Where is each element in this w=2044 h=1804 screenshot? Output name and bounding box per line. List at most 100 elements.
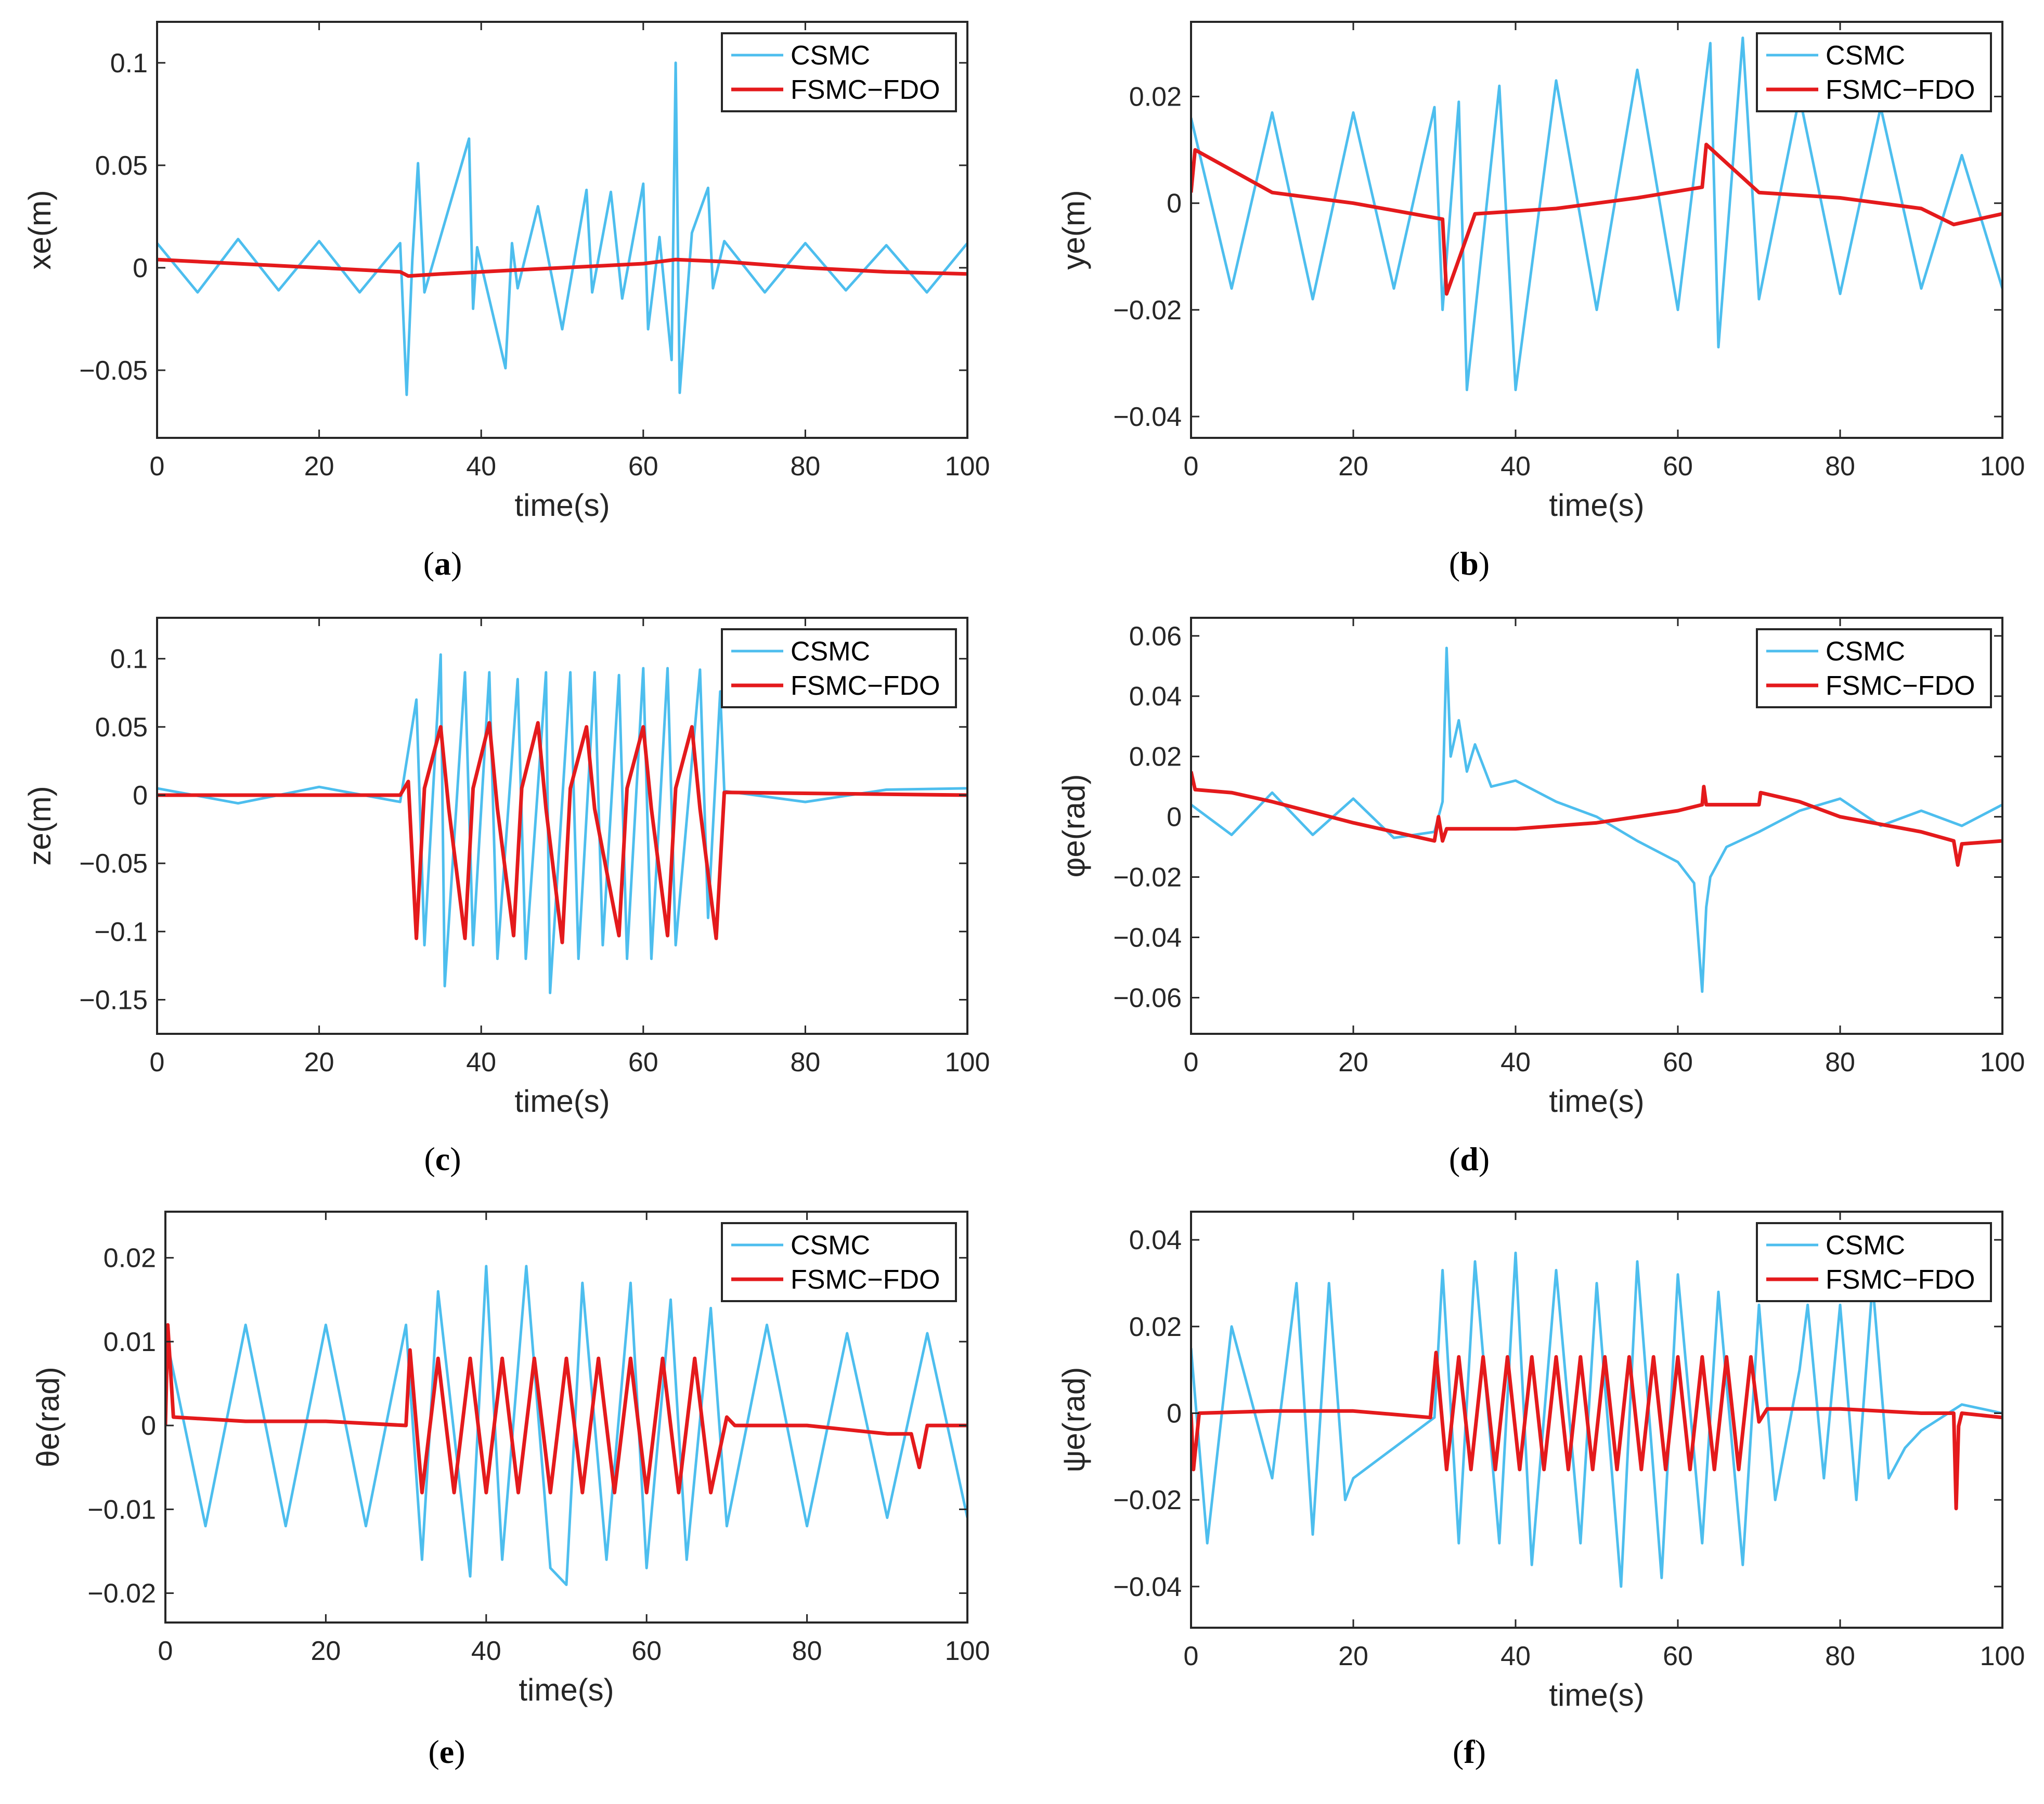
x-tick-label-b-2: 40 <box>1500 451 1531 482</box>
x-tick-label-e-2: 40 <box>471 1636 501 1666</box>
panel-d: 0 20 40 60 80 100 −0.06 −0.04 −0.02 0 0.02 0.04 0.06… <box>1056 617 2025 1177</box>
x-tick-label-e-1: 20 <box>311 1636 341 1666</box>
y-tick-label-c-4: 0.05 <box>95 712 148 743</box>
legend-c: CSMC FSMC−FDO <box>721 628 957 708</box>
x-tick-label-e-5: 100 <box>945 1636 990 1666</box>
x-tick-label-a-2: 40 <box>466 451 496 482</box>
y-tick-label-b-1: −0.02 <box>1113 295 1182 326</box>
x-tick-label-d-1: 20 <box>1338 1047 1368 1078</box>
x-tick-label-f-3: 60 <box>1663 1641 1693 1671</box>
legend-label-fsmc-fdo-a: FSMC−FDO <box>791 75 940 105</box>
x-tick-label-e-4: 80 <box>792 1636 822 1666</box>
x-tick-label-b-0: 0 <box>1184 451 1199 482</box>
legend-label-csmc-e: CSMC <box>791 1230 870 1261</box>
x-tick-label-b-4: 80 <box>1825 451 1855 482</box>
y-tick-label-d-3: 0 <box>1167 802 1182 833</box>
legend-label-fsmc-fdo-d: FSMC−FDO <box>1826 671 1975 701</box>
x-tick-label-a-0: 0 <box>150 451 165 482</box>
panel-caption-e: (e) <box>428 1733 465 1770</box>
panel-caption-f: (f) <box>1453 1733 1486 1770</box>
y-axis-label-b: ye(m) <box>1056 190 1091 269</box>
y-tick-label-f-3: 0.02 <box>1129 1312 1182 1342</box>
caption-open-paren: ( <box>424 1140 435 1177</box>
legend-d: CSMC FSMC−FDO <box>1756 628 1992 708</box>
x-tick-label-d-4: 80 <box>1825 1047 1855 1078</box>
y-axis-label-e: θe(rad) <box>31 1367 66 1467</box>
panel-b: 0 20 40 60 80 100 −0.04 −0.02 0 0.02 time(s) ye(m) C… <box>1056 21 2025 582</box>
y-tick-label-f-1: −0.02 <box>1113 1485 1182 1515</box>
y-tick-label-d-0: −0.06 <box>1113 983 1182 1013</box>
y-tick-label-e-0: −0.02 <box>87 1579 156 1609</box>
panel-caption-c: (c) <box>424 1140 461 1177</box>
x-tick-label-e-0: 0 <box>158 1636 173 1666</box>
panel-caption-d: (d) <box>1449 1140 1490 1177</box>
axes-box-d <box>1190 617 2003 1035</box>
x-tick-label-a-4: 80 <box>790 451 820 482</box>
y-tick-label-d-6: 0.06 <box>1129 621 1182 652</box>
y-tick-label-a-2: 0.05 <box>95 151 148 181</box>
y-tick-label-e-1: −0.01 <box>87 1495 156 1525</box>
y-tick-label-a-1: 0 <box>133 253 148 283</box>
caption-open-paren: ( <box>1449 545 1460 582</box>
y-tick-label-d-5: 0.04 <box>1129 682 1182 712</box>
caption-letter: f <box>1464 1733 1475 1770</box>
x-tick-label-c-0: 0 <box>150 1047 165 1078</box>
panel-c: 0 20 40 60 80 100 −0.15 −0.1 −0.05 0 0.05 0.1 time(s… <box>22 617 990 1177</box>
x-tick-label-a-3: 60 <box>628 451 658 482</box>
x-tick-label-f-1: 20 <box>1338 1641 1368 1671</box>
legend-label-fsmc-fdo-e: FSMC−FDO <box>791 1265 940 1295</box>
y-tick-label-d-2: −0.02 <box>1113 863 1182 893</box>
x-tick-label-a-5: 100 <box>945 451 990 482</box>
y-axis-label-a: xe(m) <box>22 190 57 269</box>
y-tick-label-e-3: 0.01 <box>104 1327 156 1357</box>
y-tick-label-e-4: 0.02 <box>104 1243 156 1274</box>
y-tick-label-b-3: 0.02 <box>1129 82 1182 112</box>
y-tick-label-c-1: −0.1 <box>94 917 148 947</box>
x-axis-label-b: time(s) <box>1549 488 1644 523</box>
caption-open-paren: ( <box>1453 1733 1464 1770</box>
y-tick-label-f-4: 0.04 <box>1129 1225 1182 1255</box>
caption-close-paren: ) <box>450 1140 461 1177</box>
axes-box-a <box>156 21 968 439</box>
x-axis-label-d: time(s) <box>1549 1084 1644 1119</box>
x-axis-label-e: time(s) <box>519 1672 614 1707</box>
y-tick-label-c-3: 0 <box>133 781 148 811</box>
legend-e: CSMC FSMC−FDO <box>721 1222 957 1302</box>
caption-letter: e <box>439 1733 454 1770</box>
legend-label-fsmc-fdo-b: FSMC−FDO <box>1826 75 1975 105</box>
x-tick-label-c-5: 100 <box>945 1047 990 1078</box>
panel-caption-a: (a) <box>423 545 462 582</box>
caption-close-paren: ) <box>454 1733 465 1770</box>
y-tick-label-d-4: 0.02 <box>1129 742 1182 772</box>
x-tick-label-f-5: 100 <box>1980 1641 2025 1671</box>
series-line-csmc-d <box>1191 646 2002 993</box>
legend-box-f <box>1756 1222 1992 1302</box>
series-line-csmc-f <box>1191 1251 2002 1588</box>
series-line-fsmc-fdo-a <box>157 257 967 278</box>
series-line-fsmc-fdo-d <box>1191 771 2002 867</box>
y-tick-label-c-0: −0.15 <box>79 985 148 1015</box>
caption-close-paren: ) <box>451 545 462 582</box>
legend-box-e <box>721 1222 957 1302</box>
x-tick-label-f-2: 40 <box>1500 1641 1531 1671</box>
legend-f: CSMC FSMC−FDO <box>1756 1222 1992 1302</box>
y-tick-label-b-2: 0 <box>1167 189 1182 219</box>
x-tick-label-d-2: 40 <box>1500 1047 1531 1078</box>
y-tick-label-f-2: 0 <box>1167 1399 1182 1429</box>
x-tick-label-b-1: 20 <box>1338 451 1368 482</box>
legend-b: CSMC FSMC−FDO <box>1756 32 1992 112</box>
x-tick-label-c-3: 60 <box>628 1047 658 1078</box>
caption-letter: a <box>434 545 451 582</box>
x-tick-label-f-4: 80 <box>1825 1641 1855 1671</box>
axes-box-c <box>156 617 968 1035</box>
y-axis-label-d: φe(rad) <box>1056 774 1091 878</box>
legend-label-csmc-f: CSMC <box>1826 1230 1905 1261</box>
legend-box-a <box>721 32 957 112</box>
legend-label-csmc-d: CSMC <box>1826 637 1905 667</box>
legend-box-b <box>1756 32 1992 112</box>
series-line-fsmc-fdo-c <box>157 721 967 944</box>
legend-label-csmc-c: CSMC <box>791 637 870 667</box>
legend-box-c <box>721 628 957 708</box>
y-tick-label-d-1: −0.04 <box>1113 923 1182 953</box>
